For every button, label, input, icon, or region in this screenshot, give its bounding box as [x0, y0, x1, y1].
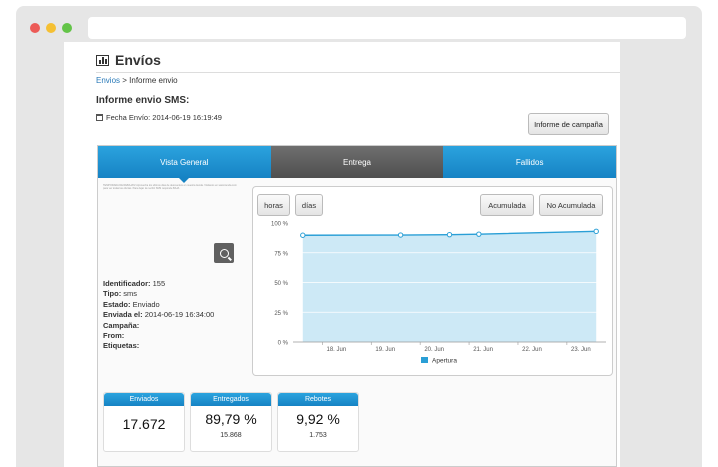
x-tick-label: 22. Jun — [522, 347, 542, 353]
data-point — [446, 231, 453, 238]
stat-card-rebotes: Rebotes 9,92 % 1.753 — [277, 392, 359, 452]
tab-fallidos[interactable]: Fallidos — [443, 146, 617, 178]
info-row: From: — [103, 331, 125, 341]
y-tick-label: 25 % — [274, 311, 288, 317]
tab-vista-general[interactable]: Vista General — [98, 146, 271, 183]
stat-card-entregados: Entregados 89,79 % 15.868 — [190, 392, 272, 452]
stat-count: 1.753 — [309, 432, 327, 439]
stat-header: Enviados — [104, 393, 184, 406]
calendar-icon — [96, 114, 103, 121]
breadcrumb-current: Informe envio — [129, 76, 178, 85]
acumulada-button[interactable]: Acumulada — [480, 194, 534, 216]
x-tick-label: 21. Jun — [473, 347, 493, 353]
x-tick-label: 23. Jun — [571, 347, 591, 353]
y-tick-label: 100 % — [271, 222, 289, 228]
message-preview: TEMPORADA DE REBAJAS! Aprovecha los ulti… — [103, 184, 237, 190]
x-tick-label: 19. Jun — [375, 347, 395, 353]
stat-card-enviados: Enviados 17.672 — [103, 392, 185, 452]
zoom-preview-button[interactable] — [214, 243, 234, 263]
maximize-window-icon[interactable] — [62, 23, 72, 33]
info-row: Identificador: 155 — [103, 279, 166, 288]
send-info: Identificador: 155 Tipo: sms Estado: Env… — [103, 279, 214, 352]
stat-value: 89,79 % — [205, 411, 257, 427]
info-row: Enviada el: 2014-06-19 16:34:00 — [103, 310, 215, 320]
y-tick-label: 50 % — [274, 281, 288, 287]
info-row: Tipo: sms — [103, 289, 138, 299]
info-row: Campaña: — [103, 320, 140, 330]
legend-swatch — [421, 357, 428, 363]
data-point — [476, 231, 482, 237]
breadcrumb-separator: > — [122, 76, 127, 85]
x-tick-label: 20. Jun — [424, 347, 444, 353]
legend-label: Apertura — [432, 358, 457, 365]
stat-value: 17.672 — [122, 416, 166, 432]
stat-value: 9,92 % — [296, 411, 340, 427]
stat-header: Rebotes — [278, 393, 358, 406]
y-tick-label: 0 % — [278, 341, 289, 347]
address-bar[interactable] — [88, 17, 686, 39]
send-date: Fecha Envío: 2014-06-19 16:19:49 — [96, 113, 222, 122]
stat-count: 15.868 — [220, 432, 242, 439]
divider — [96, 72, 620, 73]
breadcrumb-link-envios[interactable]: Envios — [96, 76, 121, 85]
horas-button[interactable]: horas — [257, 194, 290, 216]
bar-chart-icon — [96, 54, 109, 66]
page-title: Envíos — [115, 52, 161, 68]
stat-header: Entregados — [191, 393, 271, 406]
page-header: Envíos — [96, 52, 161, 68]
data-point — [397, 232, 404, 238]
apertura-chart: 0 % 25 % 50 % 75 % 100 % 18. Jun 19. Jun 20. Ju… — [271, 222, 606, 365]
info-row: Etiquetas: — [103, 341, 140, 351]
tab-bar: Vista General Entrega Fallidos — [98, 146, 617, 183]
close-window-icon[interactable] — [30, 23, 40, 33]
zoom-in-icon — [219, 248, 229, 258]
series-area — [302, 231, 597, 342]
page-content: Envíos Envios > Informe envio Informe en… — [64, 42, 620, 467]
informe-campana-button[interactable]: Informe de campaña — [528, 113, 609, 135]
minimize-window-icon[interactable] — [46, 23, 56, 33]
y-tick-label: 75 % — [274, 251, 288, 257]
info-row: Estado: Enviado — [103, 299, 160, 309]
x-tick-label: 18. Jun — [327, 347, 347, 353]
report-title: Informe envio SMS: — [96, 95, 190, 106]
dias-button[interactable]: días — [295, 194, 323, 216]
data-point — [300, 232, 306, 238]
send-date-label: Fecha Envío: 2014-06-19 16:19:49 — [106, 113, 222, 122]
no-acumulada-button[interactable]: No Acumulada — [539, 194, 603, 216]
report-panel: Vista General Entrega Fallidos TEMPORADA… — [97, 145, 617, 467]
breadcrumb: Envios > Informe envio — [96, 76, 178, 85]
chart-container: horas días Acumulada No Acumulada 0 % 25 … — [252, 186, 613, 376]
tab-entrega[interactable]: Entrega — [270, 146, 444, 178]
data-point — [593, 228, 599, 235]
